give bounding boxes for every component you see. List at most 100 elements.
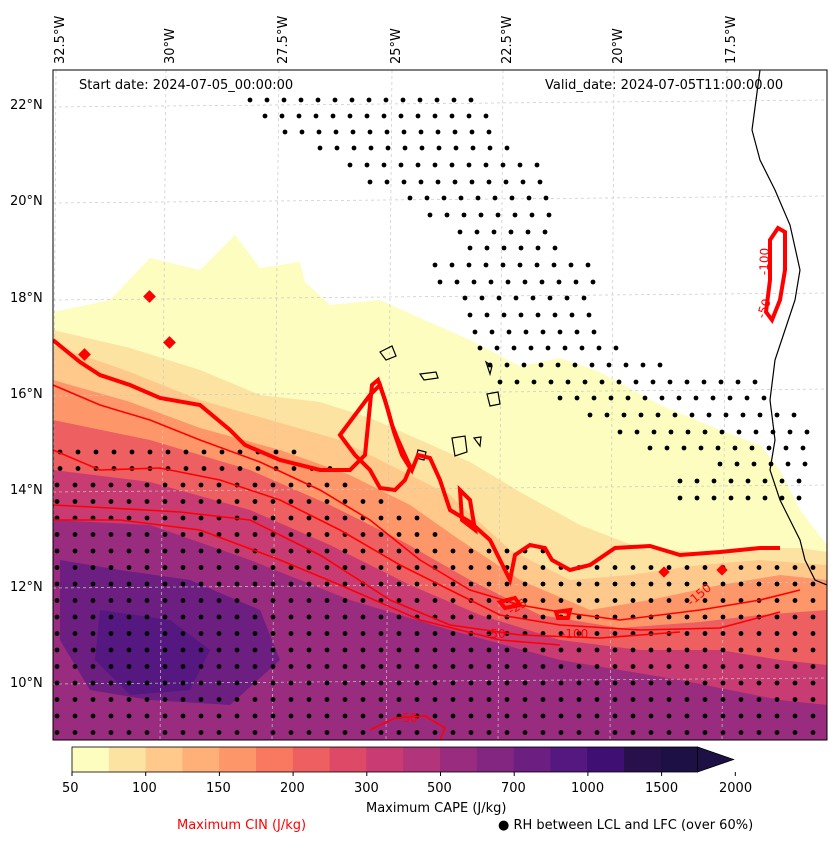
rh-dot	[701, 379, 707, 385]
rh-dot	[72, 499, 78, 504]
rh-dot	[219, 449, 225, 455]
rh-dot	[540, 730, 546, 735]
rh-dot	[483, 162, 489, 168]
colorbar-tick-label: 150	[206, 781, 231, 796]
rh-dot	[574, 329, 580, 335]
rh-dot	[108, 680, 114, 686]
rh-dot	[72, 548, 78, 554]
cape-band-1500	[95, 610, 210, 695]
rh-dot	[792, 647, 798, 653]
rh-dot	[522, 664, 528, 669]
rh-dot	[216, 631, 222, 636]
rh-dot	[360, 565, 366, 570]
rh-dot	[180, 713, 186, 719]
rh-dot	[72, 532, 78, 537]
rh-dot	[126, 664, 132, 669]
rh-dot	[486, 730, 492, 735]
rh-dot	[810, 713, 816, 719]
rh-dot	[810, 664, 816, 669]
rh-dot	[396, 730, 402, 735]
rh-dot	[546, 212, 552, 218]
rh-dot	[475, 195, 481, 201]
rh-dot	[486, 598, 492, 603]
rh-dot	[451, 97, 457, 103]
rh-dot	[522, 647, 528, 653]
cin-contours	[53, 225, 801, 740]
rh-dot	[715, 445, 721, 451]
rh-dot	[306, 581, 312, 587]
rh-dot	[574, 395, 580, 401]
rh-dot	[316, 129, 322, 135]
rh-dot	[684, 581, 690, 587]
rh-dot	[384, 129, 390, 135]
rh-dot	[162, 713, 168, 719]
colorbar-tick-label: 2000	[719, 781, 753, 796]
rh-dot	[401, 179, 407, 185]
rh-dot	[483, 113, 489, 119]
rh-dot	[108, 515, 114, 521]
rh-dot	[324, 697, 330, 702]
rh-dot	[367, 179, 373, 185]
rh-dot	[469, 179, 475, 185]
rh-dot	[668, 429, 674, 435]
rh-dot	[468, 664, 474, 669]
colorbar-tick-label: 50	[62, 781, 79, 796]
rh-dot	[234, 680, 240, 686]
rh-dot	[198, 548, 204, 554]
latitude-label: 10°N	[10, 676, 43, 691]
rh-dot	[414, 697, 420, 702]
longitude-label: 17.5°W	[724, 15, 739, 64]
rh-dot	[810, 614, 816, 620]
rh-dot	[720, 614, 726, 620]
rh-dot	[252, 598, 258, 603]
rh-dot	[514, 379, 520, 385]
rh-dot	[504, 730, 510, 735]
rh-dot	[466, 162, 472, 168]
rh-dot	[90, 565, 96, 570]
colorbar-tick-label: 100	[132, 781, 157, 796]
rh-dot	[198, 680, 204, 686]
rh-dot	[648, 647, 654, 653]
rh-dot	[324, 565, 330, 570]
rh-dot	[540, 631, 546, 636]
rh-dot	[414, 548, 420, 554]
rh-dot	[647, 445, 653, 451]
rh-dot	[474, 229, 480, 235]
rh-dot	[694, 495, 700, 501]
rh-dot	[612, 697, 618, 702]
rh-dot	[368, 145, 374, 151]
rh-dot	[414, 598, 420, 603]
rh-dot	[270, 631, 276, 636]
rh-dot	[396, 581, 402, 587]
rh-dot	[706, 412, 712, 418]
rh-dot	[347, 162, 353, 168]
rh-dot	[506, 329, 512, 335]
rh-dot	[735, 379, 741, 385]
rh-dot	[291, 466, 297, 471]
rh-dot	[342, 631, 348, 636]
rh-dot-field	[54, 97, 816, 735]
rh-dot	[313, 113, 319, 119]
rh-dot	[594, 713, 600, 719]
rh-dot	[342, 647, 348, 653]
cin-markers	[78, 290, 728, 578]
rh-dot	[306, 697, 312, 702]
rh-dot	[108, 598, 114, 603]
rh-dot	[591, 395, 597, 401]
rh-dot	[396, 631, 402, 636]
rh-dot	[810, 631, 816, 636]
rh-dot	[565, 379, 571, 385]
rh-dot	[702, 614, 708, 620]
rh-dot	[504, 548, 510, 554]
rh-dot	[774, 412, 780, 418]
rh-dot	[450, 730, 456, 735]
rh-dot	[479, 295, 485, 301]
rh-dot	[792, 631, 798, 636]
rh-dot	[396, 565, 402, 570]
rh-dot	[545, 345, 551, 351]
rh-dot	[281, 97, 287, 103]
rh-dot	[594, 598, 600, 603]
rh-dot	[162, 647, 168, 653]
rh-dot	[306, 614, 312, 620]
rh-dot	[640, 362, 646, 368]
